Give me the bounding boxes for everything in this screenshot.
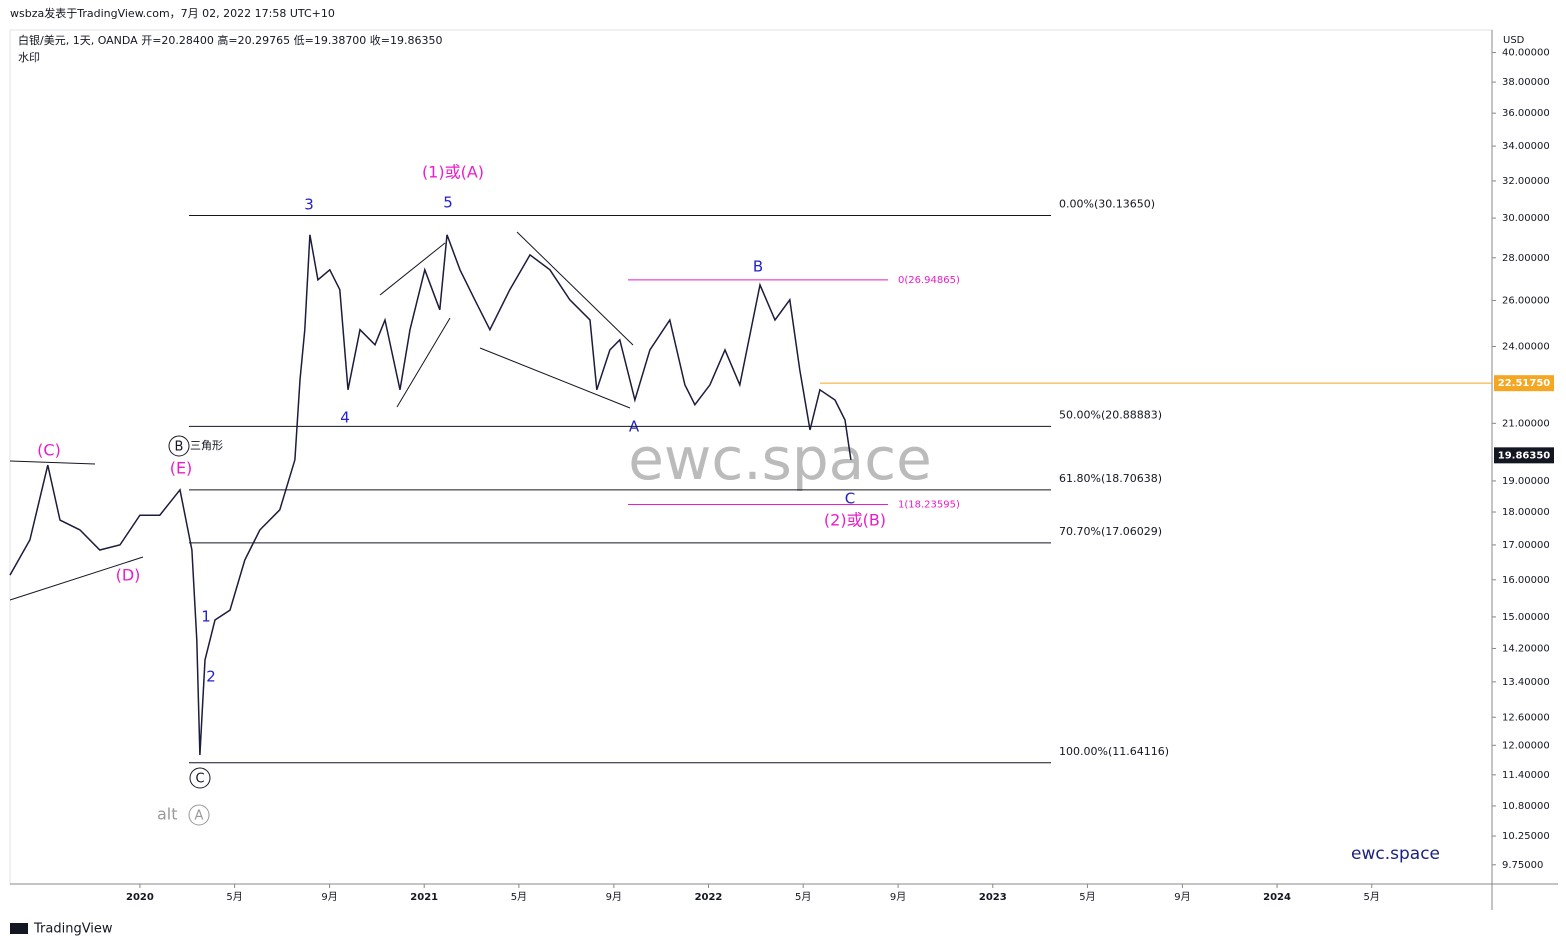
- circle: [188, 804, 210, 826]
- fib-label: 61.80%(18.70638): [1059, 472, 1162, 485]
- y-tick-label: 28.00000: [1502, 253, 1550, 264]
- wave-label: C: [195, 772, 204, 787]
- wave-label: 5: [443, 194, 453, 212]
- y-tick-label: 15.00000: [1502, 612, 1550, 623]
- y-tick-label: 24.00000: [1502, 341, 1550, 352]
- wave-label: (E): [170, 459, 193, 478]
- price-box: [1494, 447, 1554, 464]
- x-tick-label: 9月: [321, 891, 337, 903]
- author-line: wsbza发表于TradingView.com，7月 02, 2022 17:5…: [10, 6, 335, 20]
- pattern-label: 三角形: [190, 439, 223, 452]
- y-tick-label: 18.00000: [1502, 507, 1550, 518]
- y-tick-label: 30.00000: [1502, 213, 1550, 224]
- y-tick-label: 38.00000: [1502, 77, 1550, 88]
- fib-label: 70.70%(17.06029): [1059, 525, 1162, 538]
- footer-brand: TradingView: [33, 922, 113, 937]
- price-box: [1494, 375, 1554, 392]
- trendlines: [9, 231, 634, 601]
- x-tick-label: 2020: [126, 892, 154, 903]
- x-tick-label: 5月: [1364, 891, 1380, 903]
- fib-label: 50.00%(20.88883): [1059, 408, 1162, 421]
- y-tick-label: 34.00000: [1502, 141, 1550, 152]
- x-tick-label: 2022: [695, 892, 723, 903]
- wave-label: B: [753, 258, 763, 276]
- wave-label: (1)或(A): [422, 163, 484, 182]
- x-tick-label: 2024: [1263, 892, 1291, 903]
- wave-label: 2: [206, 668, 216, 686]
- x-tick-label: 9月: [890, 891, 906, 903]
- y-tick-label: 19.00000: [1502, 476, 1550, 487]
- y-tick-label: 17.00000: [1502, 540, 1550, 551]
- x-tick-label: 2021: [410, 892, 438, 903]
- wave-label: (2)或(B): [824, 511, 886, 530]
- x-tick-label: 5月: [795, 891, 811, 903]
- price-label: 19.86350: [1498, 450, 1551, 461]
- watermark-label: 水印: [18, 51, 40, 64]
- wave-label: (C): [37, 441, 61, 460]
- y-tick-label: 21.00000: [1502, 418, 1550, 429]
- x-tick-label: 9月: [606, 891, 622, 903]
- fib-label: 100.00%(11.64116): [1059, 745, 1169, 758]
- y-tick-label: 12.60000: [1502, 712, 1550, 723]
- logo: [10, 923, 28, 934]
- brand: ewc.space: [1351, 844, 1440, 864]
- y-tick-label: 14.20000: [1502, 643, 1550, 654]
- price-line-series: [9, 234, 852, 756]
- symbol-line: 白银/美元, 1天, OANDA 开=20.28400 高=20.29765 低…: [18, 33, 443, 47]
- watermark: ewc.space: [628, 425, 932, 493]
- y-tick-label: 10.80000: [1502, 801, 1550, 812]
- circle: [168, 435, 190, 457]
- x-tick-label: 5月: [511, 891, 527, 903]
- fib-label: 0(26.94865): [898, 275, 960, 286]
- wave-label: 3: [304, 196, 314, 214]
- y-tick-label: 9.75000: [1502, 860, 1543, 871]
- y-tick-label: 36.00000: [1502, 108, 1550, 119]
- wave-label: (D): [116, 566, 141, 585]
- x-tick-label: 5月: [1079, 891, 1095, 903]
- y-tick-label: 13.40000: [1502, 677, 1550, 688]
- wave-label: A: [195, 809, 204, 824]
- x-tick-label: 2023: [979, 892, 1007, 903]
- wave-label: 1: [201, 608, 211, 626]
- price-label: 22.51750: [1498, 378, 1551, 389]
- x-tick-label: 9月: [1174, 891, 1190, 903]
- y-tick-label: 26.00000: [1502, 295, 1550, 306]
- circle: [189, 767, 211, 789]
- y-tick-label: 32.00000: [1502, 176, 1550, 187]
- x-tick-label: 5月: [226, 891, 242, 903]
- y-tick-label: 12.00000: [1502, 740, 1550, 751]
- y-tick-label: 11.40000: [1502, 770, 1550, 781]
- wave-label: B: [175, 440, 184, 455]
- wave-label: C: [845, 490, 855, 508]
- alt-label: alt: [157, 805, 178, 824]
- currency: USD: [1503, 35, 1525, 46]
- fib-label: 0.00%(30.13650): [1059, 197, 1155, 210]
- y-tick-label: 16.00000: [1502, 575, 1550, 586]
- y-tick-label: 10.25000: [1502, 831, 1550, 842]
- fib-label: 1(18.23595): [898, 500, 960, 511]
- y-tick-label: 40.00000: [1502, 48, 1550, 59]
- wave-label: 4: [340, 409, 350, 427]
